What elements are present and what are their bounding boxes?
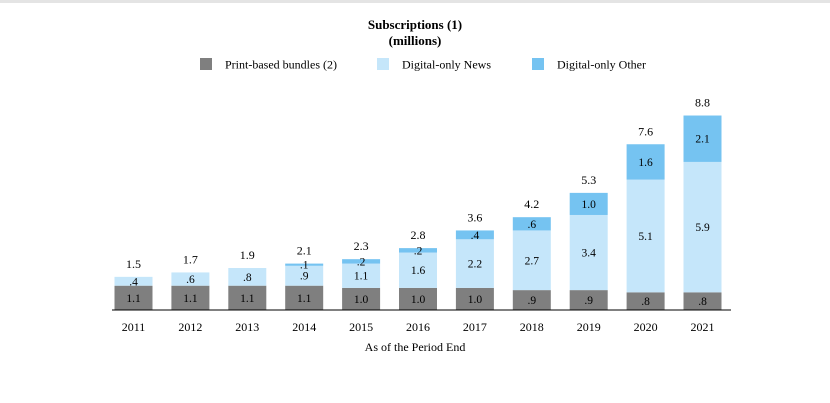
total-label-2018: 4.2	[524, 197, 539, 211]
legend-swatch-0	[200, 58, 212, 70]
bar-2017-series-2	[455, 230, 494, 240]
bar-2017-series-1	[455, 239, 494, 288]
x-axis-ticks: 2011 2012 2013 2014 2015 2016 2017 2018 2019 2020…	[122, 320, 715, 334]
segment-label-2017-series-2: .4	[471, 230, 480, 242]
total-label-2021: 8.8	[695, 96, 710, 110]
x-tick-2016: 2016	[406, 320, 430, 334]
total-label-2016: 2.8	[411, 228, 426, 242]
legend-swatch-1	[377, 58, 389, 70]
bar-2015-series-2	[342, 259, 381, 264]
x-tick-2020: 2020	[634, 320, 658, 334]
bar-2018-series-2	[512, 217, 551, 231]
segment-label-2020-series-1: 5.1	[638, 231, 653, 243]
segment-label-2014-series-0: 1.1	[297, 293, 312, 305]
segment-label-2021-series-0: .8	[698, 296, 707, 308]
bar-2013-series-1	[228, 268, 267, 286]
segment-label-2014-series-2: .1	[300, 260, 309, 272]
segment-label-2016-series-0: 1.0	[411, 294, 426, 306]
segment-label-2014-series-1: .9	[300, 271, 309, 283]
x-tick-2015: 2015	[349, 320, 373, 334]
segment-label-2019-series-1: 3.4	[582, 248, 597, 260]
bar-2014-series-0	[285, 285, 324, 310]
bar-2013-series-0	[228, 285, 267, 310]
top-divider	[0, 0, 830, 3]
total-label-2015: 2.3	[354, 239, 369, 253]
bar-2019-series-1	[569, 214, 608, 291]
legend-swatch-2	[532, 58, 544, 70]
segment-label-2017-series-0: 1.0	[468, 294, 483, 306]
legend-label-1: Digital-only News	[402, 58, 491, 72]
bar-2011-series-1	[114, 276, 153, 286]
segment-label-2018-series-2: .6	[527, 219, 536, 231]
segment-label-2018-series-1: 2.7	[525, 255, 540, 267]
total-label-2014: 2.1	[297, 244, 312, 258]
total-label-2019: 5.3	[581, 173, 596, 187]
legend-label-0: Print-based bundles (2)	[225, 58, 337, 72]
bar-2019-series-2	[569, 192, 608, 215]
bar-2021-series-0	[683, 292, 722, 310]
bar-2012-series-0	[171, 285, 210, 310]
bar-2020-series-0	[626, 292, 665, 310]
bar-2016-series-2	[399, 248, 437, 253]
bar-2011-series-0	[114, 285, 153, 310]
x-tick-2011: 2011	[122, 320, 146, 334]
total-label-2020: 7.6	[638, 124, 653, 138]
bar-2018-series-1	[512, 230, 551, 291]
legend-label-2: Digital-only Other	[557, 58, 646, 72]
x-axis-title: As of the Period End	[365, 340, 466, 354]
bar-2021-series-2	[683, 115, 722, 162]
bar-2015-series-1	[342, 263, 381, 288]
segment-label-2020-series-0: .8	[641, 296, 650, 308]
x-tick-2017: 2017	[463, 320, 487, 334]
bar-2020-series-1	[626, 179, 665, 293]
bar-2015-series-0	[342, 287, 381, 310]
total-label-2017: 3.6	[467, 210, 482, 224]
segment-label-2021-series-2: 2.1	[695, 134, 710, 146]
bar-2012-series-1	[171, 272, 210, 286]
segment-label-2016-series-1: 1.6	[411, 265, 426, 277]
x-tick-2014: 2014	[292, 320, 316, 334]
segment-label-2017-series-1: 2.2	[468, 259, 483, 271]
bar-2018-series-0	[512, 290, 551, 310]
bar-2019-series-0	[569, 290, 608, 310]
x-tick-2013: 2013	[235, 320, 259, 334]
segment-label-2021-series-1: 5.9	[695, 222, 710, 234]
legend: Print-based bundles (2) Digital-only News…	[200, 58, 646, 72]
bar-2014-series-1	[285, 265, 324, 286]
x-tick-2019: 2019	[577, 320, 601, 334]
x-tick-2018: 2018	[520, 320, 544, 334]
x-tick-2012: 2012	[178, 320, 202, 334]
bars: 1.1.41.51.1.61.71.1.81.91.1.9.12.11.01.1…	[114, 96, 722, 310]
total-label-2011: 1.5	[126, 257, 141, 271]
segment-label-2020-series-2: 1.6	[638, 157, 653, 169]
segment-label-2012-series-1: .6	[186, 274, 195, 286]
segment-label-2018-series-0: .9	[527, 295, 536, 307]
segment-label-2011-series-0: 1.1	[126, 293, 141, 305]
bar-2016-series-1	[399, 252, 437, 288]
bar-2017-series-0	[455, 287, 494, 310]
bar-2020-series-2	[626, 144, 665, 180]
bar-2016-series-0	[399, 287, 437, 310]
segment-label-2011-series-1: .4	[129, 276, 138, 288]
total-label-2012: 1.7	[183, 252, 198, 266]
chart-subtitle: (millions)	[389, 33, 442, 48]
segment-label-2015-series-0: 1.0	[354, 294, 369, 306]
x-tick-2021: 2021	[691, 320, 715, 334]
segment-label-2019-series-0: .9	[584, 295, 593, 307]
bar-2021-series-1	[683, 161, 722, 293]
segment-label-2013-series-1: .8	[243, 272, 252, 284]
segment-label-2015-series-2: .2	[357, 256, 366, 268]
chart-title: Subscriptions (1)	[368, 17, 462, 32]
total-label-2013: 1.9	[240, 248, 255, 262]
segment-label-2015-series-1: 1.1	[354, 271, 369, 283]
segment-label-2012-series-0: 1.1	[183, 293, 198, 305]
segment-label-2013-series-0: 1.1	[240, 293, 255, 305]
bar-2014-series-2	[285, 263, 324, 266]
segment-label-2016-series-2: .2	[414, 245, 423, 257]
segment-label-2019-series-2: 1.0	[582, 199, 597, 211]
